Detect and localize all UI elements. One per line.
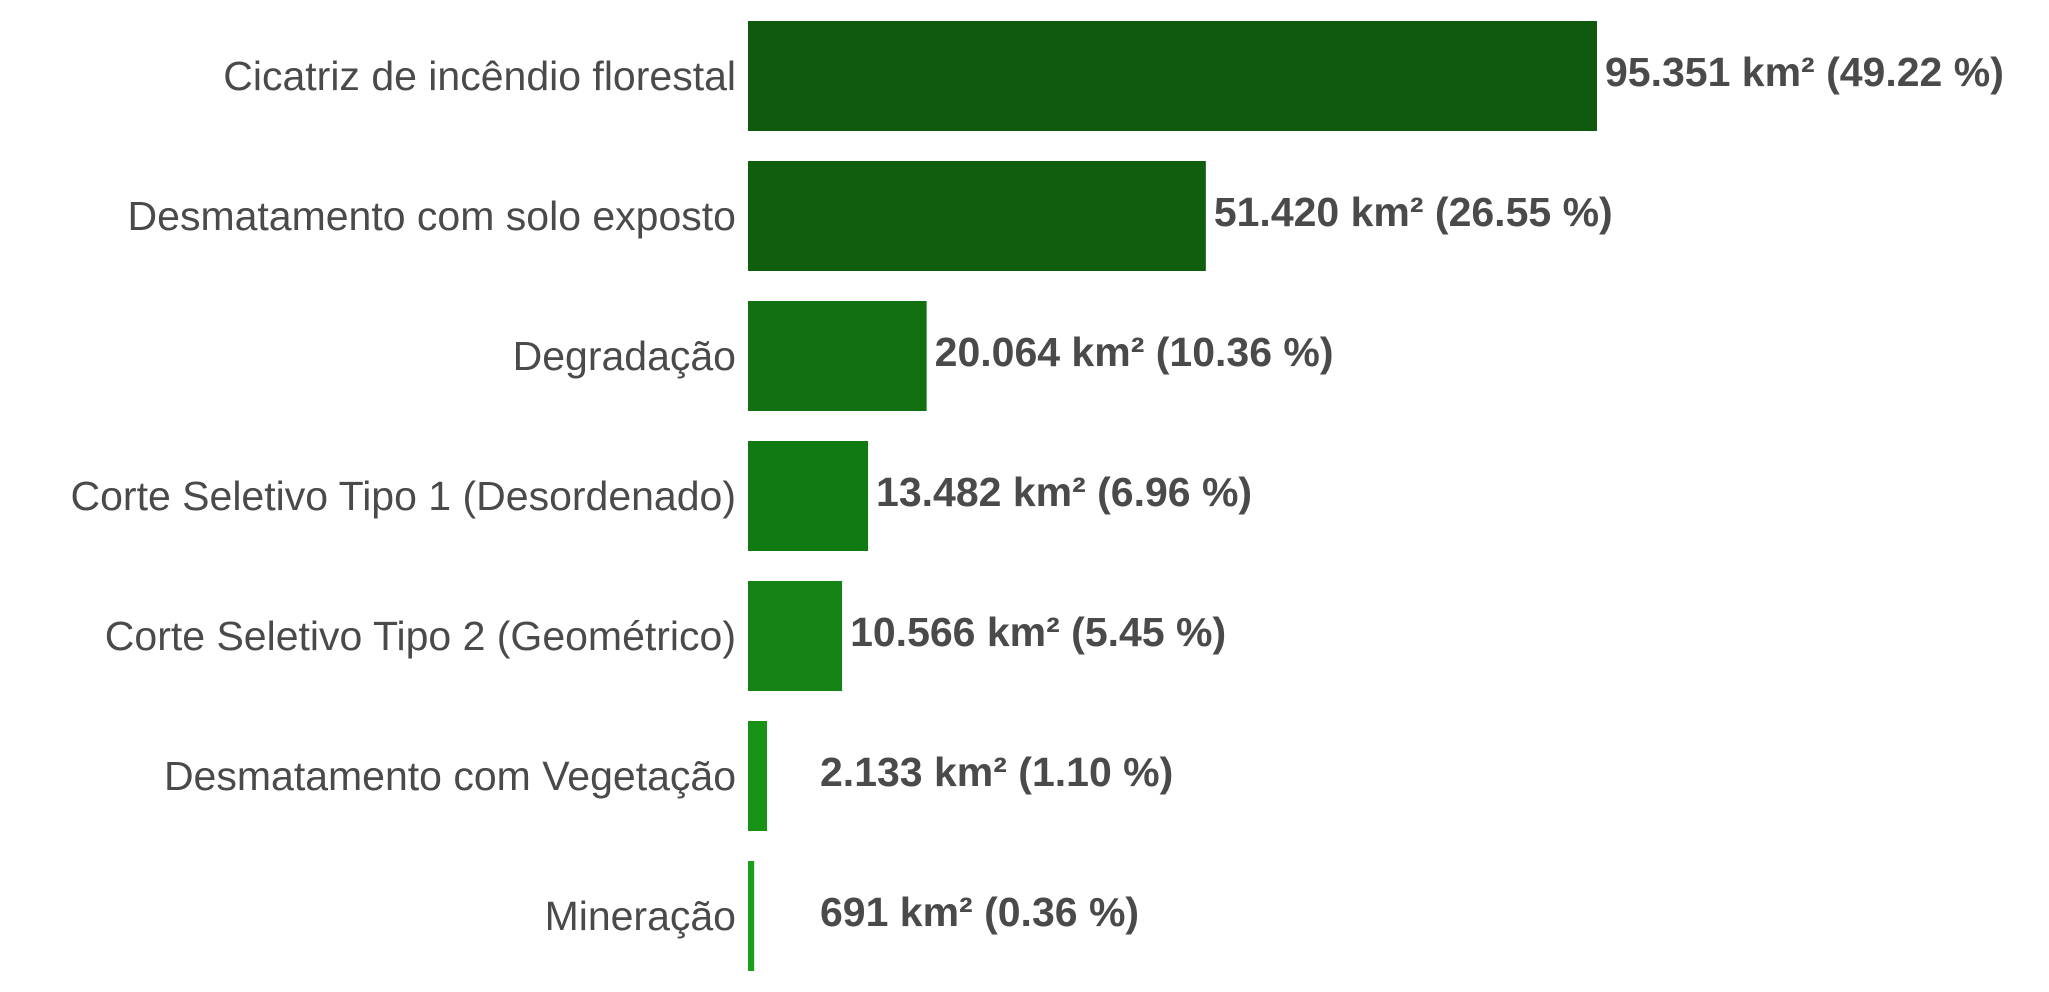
bar-3 bbox=[748, 301, 927, 411]
category-label-3: Degradação bbox=[513, 333, 736, 379]
value-label-7: 691 km² (0.36 %) bbox=[820, 889, 1139, 935]
value-label-6: 2.133 km² (1.10 %) bbox=[820, 749, 1173, 795]
bar-5 bbox=[748, 581, 843, 691]
value-label-5: 10.566 km² (5.45 %) bbox=[850, 609, 1226, 655]
category-label-4: Corte Seletivo Tipo 1 (Desordenado) bbox=[71, 473, 736, 519]
bar-6 bbox=[748, 721, 767, 831]
value-label-4: 13.482 km² (6.96 %) bbox=[876, 469, 1252, 515]
category-label-1: Cicatriz de incêndio florestal bbox=[223, 53, 736, 99]
bars-layer bbox=[748, 21, 1597, 971]
value-labels: 95.351 km² (49.22 %) 51.420 km² (26.55 %)… bbox=[820, 49, 2004, 935]
value-label-2: 51.420 km² (26.55 %) bbox=[1214, 189, 1613, 235]
value-label-3: 20.064 km² (10.36 %) bbox=[935, 329, 1334, 375]
category-label-6: Desmatamento com Vegetação bbox=[164, 753, 736, 799]
category-label-2: Desmatamento com solo exposto bbox=[128, 193, 736, 239]
category-labels: Cicatriz de incêndio florestal Desmatamen… bbox=[71, 53, 736, 939]
value-label-1: 95.351 km² (49.22 %) bbox=[1605, 49, 2004, 95]
category-label-7: Mineração bbox=[545, 893, 736, 939]
bar-1 bbox=[748, 21, 1597, 131]
bar-4 bbox=[748, 441, 869, 551]
category-label-5: Corte Seletivo Tipo 2 (Geométrico) bbox=[105, 613, 736, 659]
bar-2 bbox=[748, 161, 1206, 271]
bar-7 bbox=[748, 861, 755, 971]
